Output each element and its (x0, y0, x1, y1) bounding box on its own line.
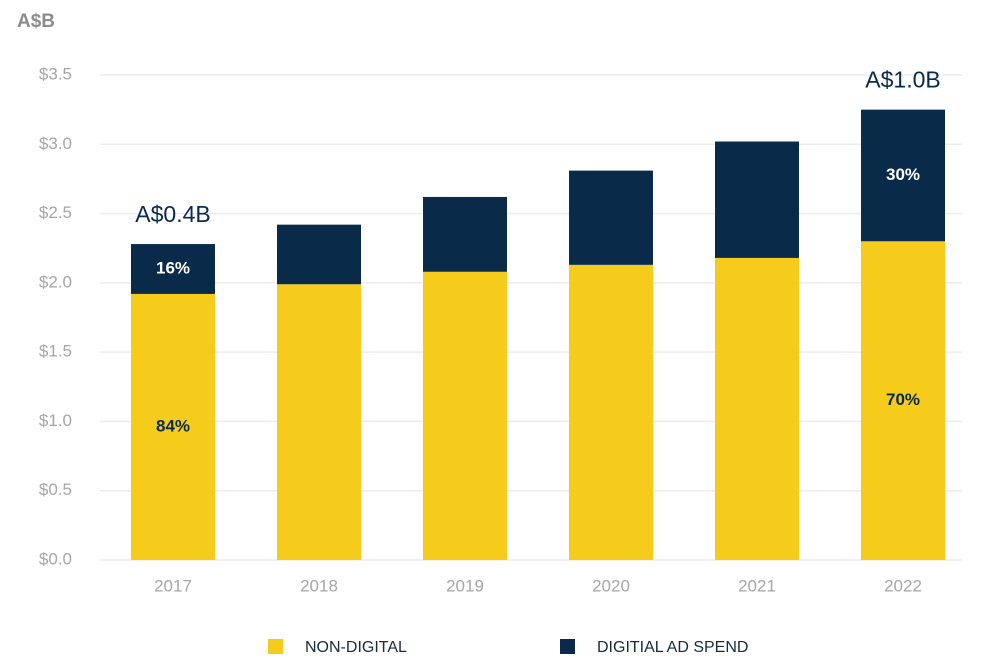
y-tick-label: $1.5 (39, 342, 72, 361)
bar-segment (715, 141, 799, 258)
x-tick-label: 2019 (446, 576, 484, 595)
x-tick-label: 2018 (300, 576, 338, 595)
bar-segment (131, 244, 215, 294)
y-tick-label: $1.0 (39, 411, 72, 430)
y-tick-label: $3.0 (39, 134, 72, 153)
y-axis-label: A$B (17, 11, 55, 32)
y-tick-label: $2.0 (39, 272, 72, 291)
segment-label: 70% (886, 390, 920, 409)
y-tick-label: $2.5 (39, 203, 72, 222)
x-tick-label: 2021 (738, 576, 776, 595)
legend-swatch (268, 639, 283, 654)
x-tick-label: 2022 (884, 576, 922, 595)
total-label: A$1.0B (865, 67, 940, 93)
legend-swatch (560, 639, 575, 654)
bar-segment (277, 284, 361, 560)
x-tick-label: 2017 (154, 576, 192, 595)
y-tick-label: $0.5 (39, 480, 72, 499)
bar-segment (861, 109, 945, 242)
bar-segment (715, 257, 799, 560)
bar-segment (569, 264, 653, 560)
bar-segment (131, 293, 215, 560)
bar-segment (861, 241, 945, 561)
legend-label: DIGITIAL AD SPEND (597, 639, 748, 656)
x-tick-label: 2020 (592, 576, 630, 595)
total-label: A$0.4B (135, 201, 210, 227)
bar-segment (569, 170, 653, 265)
y-tick-label: $0.0 (39, 549, 72, 568)
legend-label: NON-DIGITAL (305, 639, 407, 656)
segment-label: 16% (156, 258, 190, 277)
bar-segment (423, 196, 507, 272)
y-tick-label: $3.5 (39, 64, 72, 83)
segment-label: 84% (156, 416, 190, 435)
bar-segment (423, 271, 507, 560)
segment-label: 30% (886, 165, 920, 184)
bar-segment (277, 224, 361, 285)
